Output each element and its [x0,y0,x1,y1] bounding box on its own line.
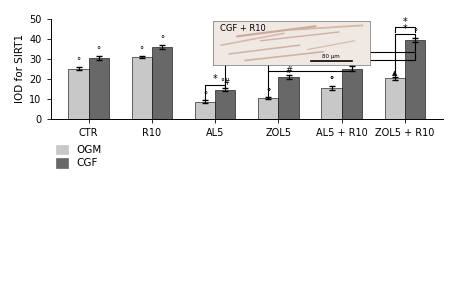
Bar [258,98,278,119]
Bar [152,47,172,119]
Bar [405,40,425,119]
Bar [385,78,405,119]
Text: °: ° [203,91,207,100]
Text: ■: ■ [349,60,355,65]
Text: °: ° [97,46,101,55]
Text: °: ° [329,76,333,85]
Text: °: ° [140,46,144,55]
Bar [131,57,152,119]
Text: °: ° [413,28,417,37]
Text: °#: °# [220,78,230,88]
Y-axis label: IOD for SIRT1: IOD for SIRT1 [15,34,25,103]
Text: #: # [285,66,292,75]
Bar [215,90,235,119]
Legend: OGM, CGF: OGM, CGF [56,145,102,168]
Text: °: ° [266,88,270,97]
Text: °: ° [160,35,164,45]
Bar [68,69,89,119]
Bar [322,88,342,119]
Text: °: ° [76,58,81,67]
Text: *: * [318,41,322,52]
Bar [195,102,215,119]
Text: °: ° [329,76,333,85]
Text: *: * [403,17,407,26]
Text: °: ° [266,88,270,97]
Text: *: * [308,60,312,71]
Text: *: * [339,50,344,60]
Text: *: * [403,24,407,34]
Bar [342,69,362,119]
Bar [278,77,299,119]
Text: ▲: ▲ [392,70,398,76]
Bar [89,58,109,119]
Text: *: * [213,75,218,84]
